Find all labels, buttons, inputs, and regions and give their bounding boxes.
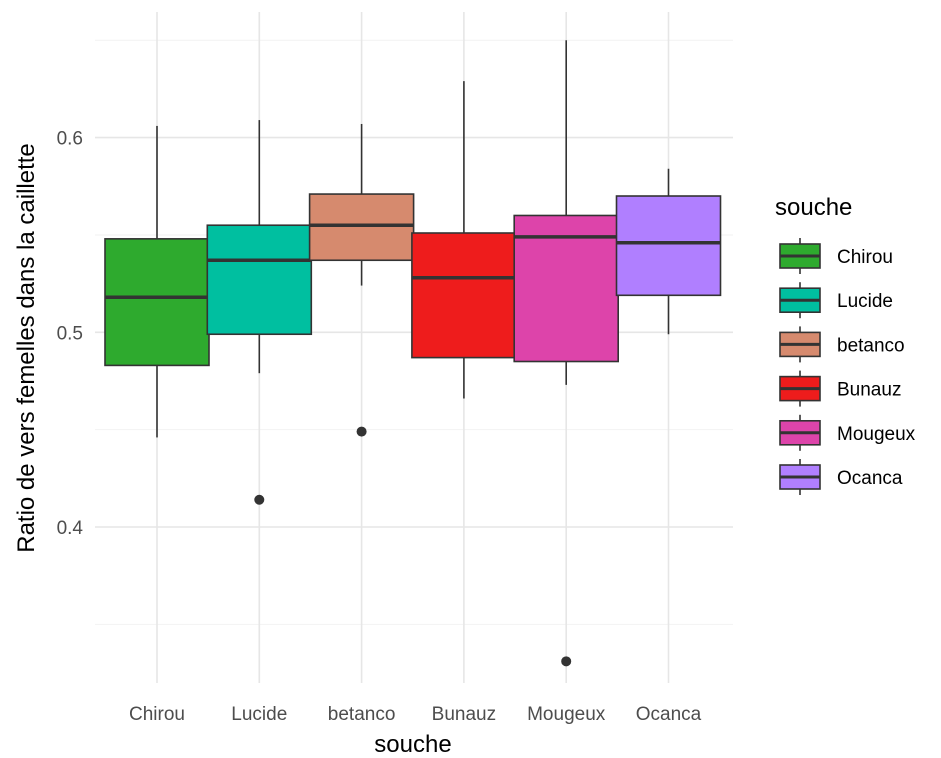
legend-item-bunauz: Bunauz	[779, 370, 901, 407]
box-iqr	[615, 195, 722, 297]
y-tick-label: 0.4	[57, 518, 84, 539]
x-axis-tick-labels: Chirou Lucide betanco Bunauz Mougeux Ocanca	[129, 704, 702, 725]
box-iqr	[104, 238, 210, 367]
outlier-point	[561, 656, 572, 667]
box-betanco	[308, 123, 415, 437]
legend-items: Chirou Lucide betanco Bunauz Mougeux Ocanca	[779, 238, 916, 495]
box-iqr	[206, 224, 313, 336]
legend: souche Chirou Lucide betanco Bunauz Mougeux O…	[775, 194, 916, 495]
legend-label: Bunauz	[837, 380, 901, 401]
legend-label: Chirou	[837, 247, 893, 268]
box-lucide	[206, 120, 313, 505]
box-iqr	[513, 214, 620, 363]
y-axis-title: Ratio de vers femelles dans la caillette	[13, 143, 40, 553]
box-chirou	[104, 125, 210, 438]
box-ocanca	[615, 168, 722, 335]
legend-label: betanco	[837, 335, 905, 356]
boxes-layer	[104, 40, 722, 667]
box-mougeux	[513, 40, 620, 667]
legend-item-lucide: Lucide	[779, 282, 893, 319]
box-bunauz	[411, 81, 517, 399]
legend-label: Lucide	[837, 291, 893, 312]
x-tick-label: Bunauz	[432, 704, 496, 725]
x-tick-label: Mougeux	[527, 704, 606, 725]
x-tick-label: Lucide	[231, 704, 287, 725]
legend-label: Ocanca	[837, 468, 903, 489]
x-axis-title: souche	[374, 731, 451, 758]
x-tick-label: Ocanca	[636, 704, 702, 725]
box-iqr	[308, 193, 415, 262]
legend-title: souche	[775, 194, 852, 221]
x-tick-label: betanco	[328, 704, 396, 725]
legend-item-ocanca: Ocanca	[779, 459, 903, 495]
outlier-point	[356, 426, 367, 437]
legend-item-chirou: Chirou	[779, 238, 893, 274]
y-tick-label: 0.6	[57, 129, 83, 150]
box-iqr	[411, 232, 517, 359]
legend-label: Mougeux	[837, 424, 916, 445]
y-tick-label: 0.5	[57, 323, 83, 344]
outlier-point	[254, 494, 265, 505]
y-axis-tick-labels: 0.4 0.5 0.6	[57, 129, 84, 539]
legend-item-betanco: betanco	[779, 326, 905, 363]
x-tick-label: Chirou	[129, 704, 185, 725]
legend-item-mougeux: Mougeux	[779, 414, 916, 451]
